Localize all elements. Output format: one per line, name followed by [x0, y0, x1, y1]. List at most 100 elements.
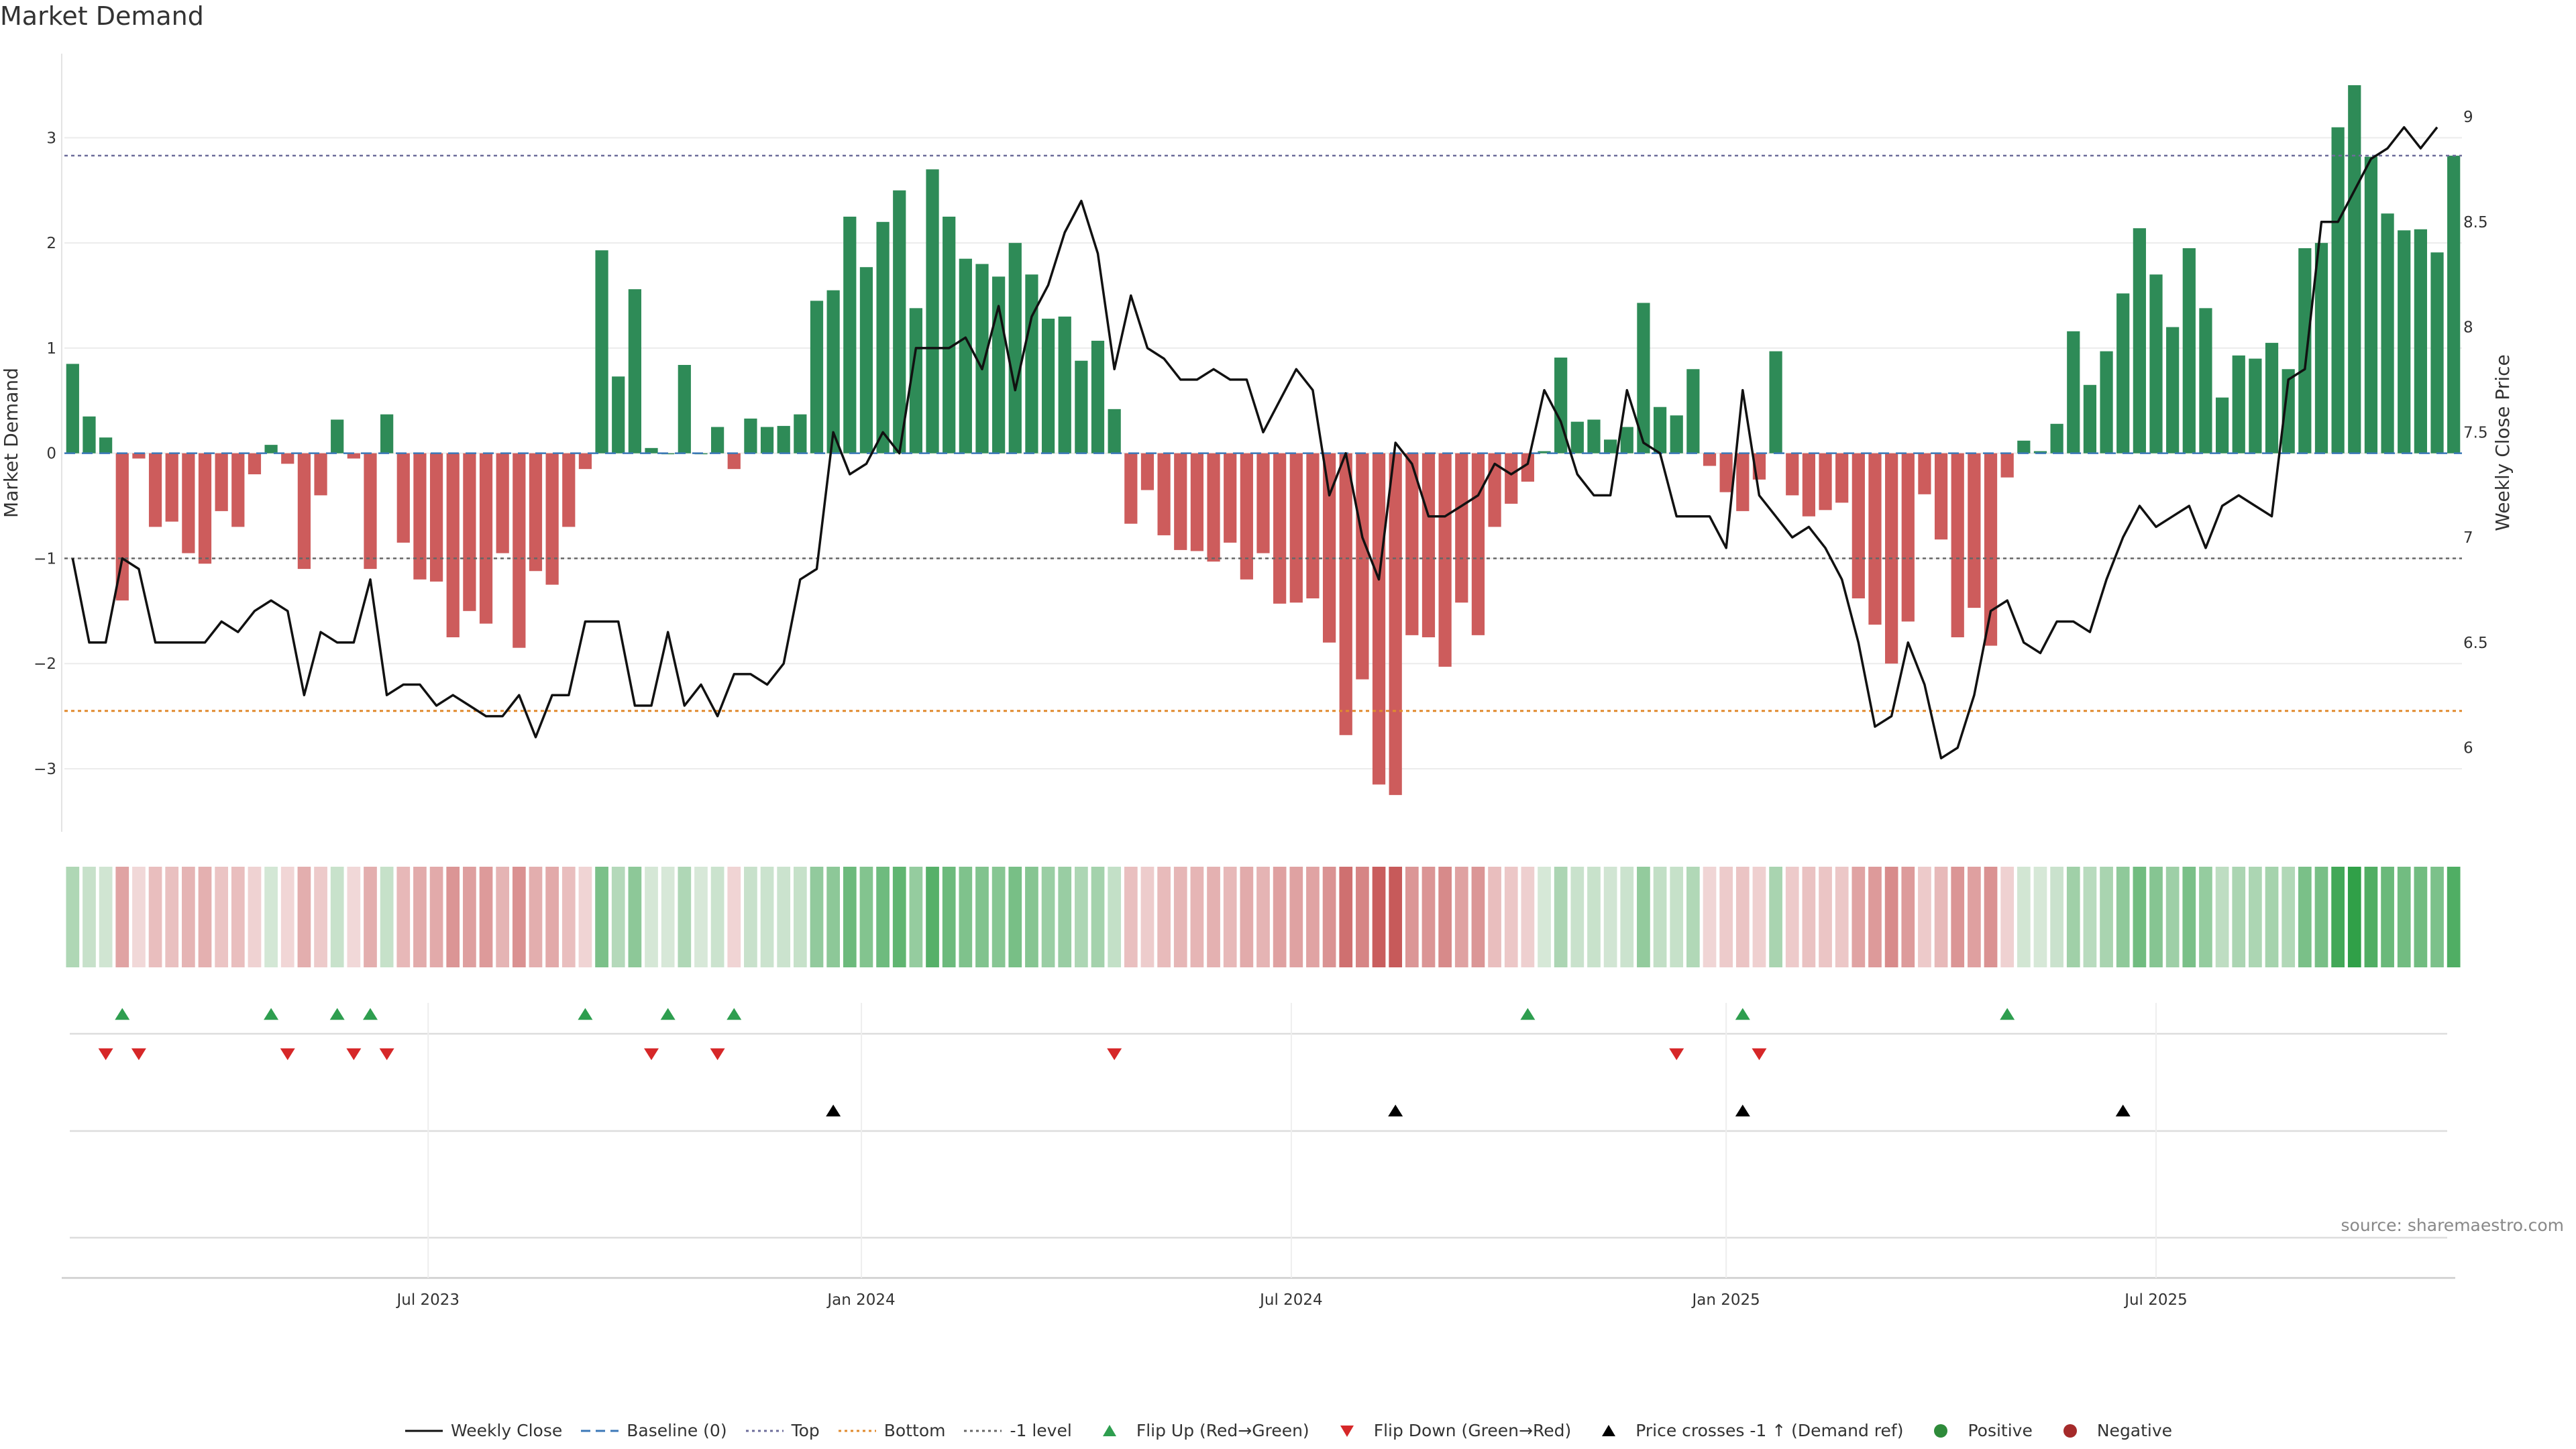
legend-item: Baseline (0): [580, 1421, 727, 1440]
heat-cell: [1603, 867, 1617, 967]
heat-cell: [710, 867, 724, 967]
demand-bar: [1273, 453, 1287, 604]
heat-cell: [1306, 867, 1320, 967]
demand-bar: [2133, 228, 2146, 453]
heat-cell: [1653, 867, 1667, 967]
heat-cell: [314, 867, 327, 967]
demand-bar: [2249, 358, 2262, 453]
heat-cell: [330, 867, 344, 967]
heat-cell: [446, 867, 460, 967]
heat-cell: [2397, 867, 2411, 967]
heat-cell: [1157, 867, 1171, 967]
heat-cell: [1570, 867, 1585, 967]
demand-bar: [165, 453, 178, 522]
heat-cell: [1322, 867, 1336, 967]
demand-bar: [777, 425, 790, 453]
demand-bar: [66, 364, 79, 453]
heat-cell: [2050, 867, 2063, 967]
heat-cell: [2298, 867, 2312, 967]
demand-bar: [83, 416, 96, 453]
heat-cell: [2116, 867, 2130, 967]
demand-bar: [1984, 453, 1998, 646]
heat-cell: [661, 867, 675, 967]
demand-bar: [1240, 453, 1253, 580]
demand-bar: [2017, 440, 2031, 453]
demand-bar: [1719, 453, 1733, 492]
demand-bar: [1471, 453, 1485, 635]
legend-item: Top: [745, 1421, 820, 1440]
flip-up-marker: [115, 1008, 130, 1020]
demand-bar: [2000, 453, 2014, 478]
heat-cell: [578, 867, 592, 967]
heat-cell: [1438, 867, 1452, 967]
heat-cell: [1934, 867, 1948, 967]
heat-cell: [926, 867, 939, 967]
heat-cell: [1918, 867, 1931, 967]
legend-label: Weekly Close: [450, 1421, 563, 1440]
heat-cell: [463, 867, 476, 967]
heat-cell: [810, 867, 824, 967]
demand-bar: [545, 453, 559, 585]
demand-bar: [760, 427, 774, 453]
heat-cell: [2033, 867, 2047, 967]
demand-bar: [1041, 319, 1055, 453]
demand-bar: [909, 308, 922, 453]
heat-cell: [248, 867, 262, 967]
demand-bar: [429, 453, 443, 582]
demand-bar: [132, 453, 146, 459]
demand-bar: [727, 453, 741, 470]
heat-cell: [1637, 867, 1650, 967]
demand-bar: [595, 250, 608, 453]
demand-bar: [1091, 340, 1105, 453]
heat-cell: [1504, 867, 1518, 967]
demand-bar: [496, 453, 509, 553]
heat-cell: [1752, 867, 1766, 967]
demand-bar: [2050, 423, 2063, 453]
demand-bar: [2282, 369, 2295, 453]
heat-cell: [297, 867, 311, 967]
demand-bar: [2116, 293, 2130, 453]
heat-cell: [2199, 867, 2212, 967]
demand-bar: [2298, 248, 2312, 453]
demand-bar: [331, 419, 344, 453]
demand-bar: [1356, 453, 1369, 680]
demand-bar: [2149, 274, 2163, 453]
y-tick-label: 2: [46, 235, 56, 252]
heat-cell: [975, 867, 989, 967]
heat-cell: [843, 867, 857, 967]
demand-bar: [2447, 156, 2461, 453]
demand-bar: [710, 427, 724, 453]
heat-cell: [545, 867, 559, 967]
flip-up-marker: [264, 1008, 279, 1020]
flip-down-marker: [98, 1048, 113, 1061]
demand-bar: [380, 414, 394, 453]
heat-cell: [1190, 867, 1204, 967]
x-tick-label: Jul 2025: [2123, 1291, 2188, 1309]
heat-cell: [1488, 867, 1501, 967]
flip-up-marker: [329, 1008, 345, 1020]
heat-cell: [1735, 867, 1750, 967]
demand-bar: [2182, 248, 2196, 453]
demand-bar: [2348, 85, 2361, 453]
demand-bar: [2067, 331, 2080, 453]
demand-bar: [1339, 453, 1352, 735]
heat-cell: [1025, 867, 1038, 967]
demand-bar: [2083, 384, 2097, 453]
y2-tick-label: 8: [2463, 319, 2473, 337]
heat-cell: [1901, 867, 1915, 967]
heat-cell: [1058, 867, 1072, 967]
demand-bar: [1951, 453, 1964, 637]
demand-bar: [1058, 316, 1071, 453]
demand-bar: [1140, 453, 1155, 490]
heat-cell: [1454, 867, 1468, 967]
demand-bar: [1819, 453, 1832, 511]
demand-bar: [959, 258, 972, 453]
heat-cell: [1075, 867, 1088, 967]
demand-bar: [463, 453, 476, 611]
x-axis: Jul 2023 Jan 2024 Jul 2024 Jan 2025 Jul 2025: [395, 1003, 2188, 1309]
flip-down-marker: [346, 1048, 362, 1061]
heat-cell: [694, 867, 708, 967]
demand-bar: [1968, 453, 1981, 608]
heat-cell: [280, 867, 294, 967]
heat-cell: [1851, 867, 1866, 967]
